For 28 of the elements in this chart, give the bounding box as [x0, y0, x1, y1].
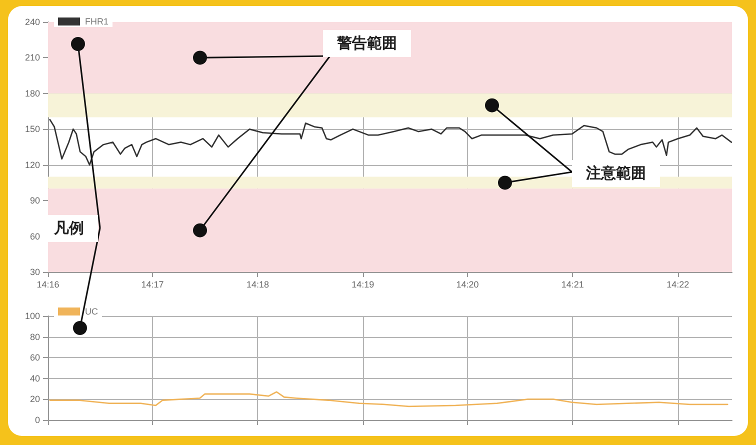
y-tick-label: 60: [30, 352, 40, 363]
y-tick-label: 100: [24, 311, 40, 321]
y-tick-label: 90: [30, 196, 40, 206]
x-tick-label: 14:16: [36, 280, 60, 290]
x-tick-label: 14:22: [666, 280, 690, 290]
legend-label: UC: [85, 306, 98, 316]
band-label: 注意範囲: [572, 160, 660, 187]
y-tick-label: 120: [24, 160, 40, 170]
x-tick-label: 14:17: [141, 280, 164, 290]
band-label: 警告範囲: [323, 30, 411, 57]
line-series: [49, 391, 728, 408]
y-tick-label: 80: [30, 332, 40, 342]
y-tick-label: 20: [30, 394, 40, 404]
y-tick-label: 210: [24, 52, 40, 63]
y-tick-label: 0: [34, 415, 40, 425]
annotation: 凡例: [40, 215, 98, 242]
x-tick-label: 14:19: [352, 280, 374, 290]
y-tick-label: 60: [30, 231, 40, 242]
y-tick-label: 240: [24, 17, 40, 27]
x-tick-label: 14:18: [246, 280, 269, 290]
x-tick-label: 14:21: [561, 280, 584, 290]
line-series: [49, 118, 732, 166]
legend-label: FHR1: [85, 16, 109, 26]
y-tick-label: 150: [24, 124, 40, 134]
y-tick-label: 40: [30, 373, 40, 384]
x-tick-label: 14:20: [456, 280, 479, 290]
y-tick-label: 180: [24, 88, 40, 98]
y-tick-label: 30: [30, 267, 40, 277]
